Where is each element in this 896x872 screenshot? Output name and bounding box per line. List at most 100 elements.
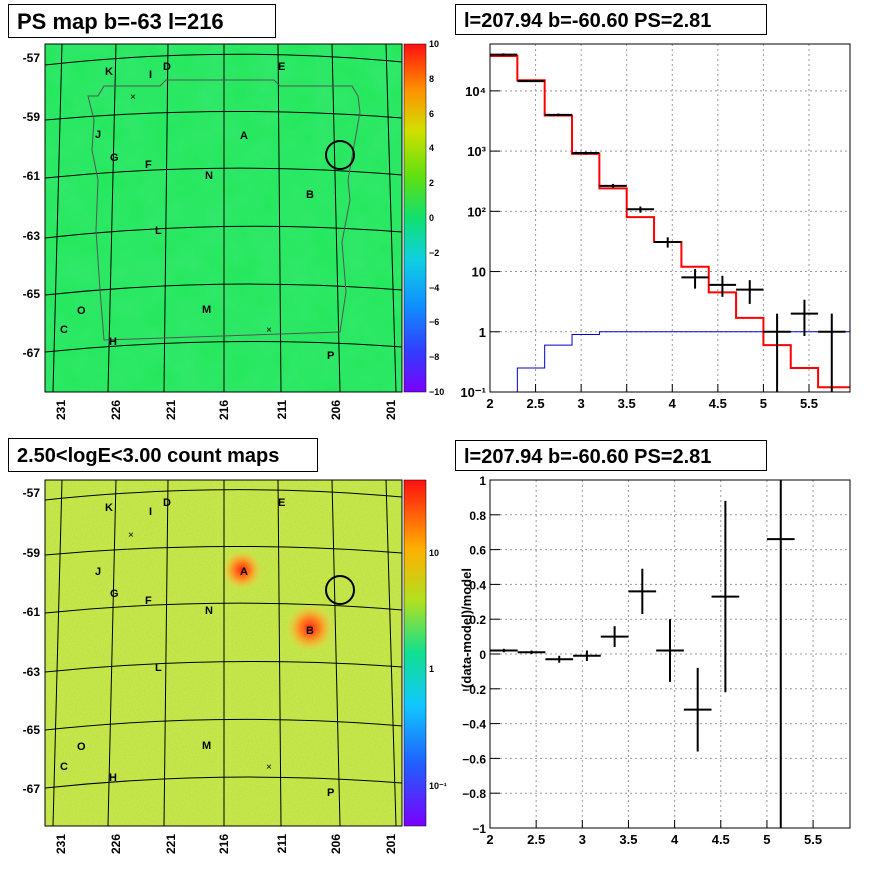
count-map-target-circle[interactable] [325,575,355,605]
y-tick-label: 10³ [467,144,486,159]
cbar-tick: 4 [429,143,434,153]
data-point [763,313,791,392]
count-lat-ticks: -57 -59 -61 -63 -65 -67 [23,486,41,796]
source-label: L [155,225,162,237]
x-tick-label: 3.5 [619,832,637,847]
cbar-tick: 10 [429,39,439,49]
cbar-tick: −4 [429,283,439,293]
lat-tick: -65 [23,287,41,301]
lat-tick: -57 [23,486,41,500]
spectrum-chart[interactable]: 2 2.5 3 3.5 4 4.5 5 5.5 10⁻¹ 1 10 10² 10³ 10⁴ [460,43,851,411]
lat-tick: -57 [23,51,41,65]
data-point [517,80,545,83]
lon-tick: 221 [164,400,178,420]
y-tick-label: 0.4 [469,578,486,592]
source-label: P [327,350,334,362]
source-label: J [95,566,101,578]
x-tick-label: 2 [486,396,493,411]
x-tick-label: 3 [578,396,585,411]
lat-tick: -67 [23,782,41,796]
lon-tick: 226 [109,834,123,854]
data-point [708,275,737,297]
y-tick-label: 10⁻¹ [460,385,486,400]
residual-point [628,568,657,614]
data-point [599,183,627,188]
cbar-tick: −6 [429,317,439,327]
residual-point [683,667,712,752]
model-histogram [490,54,850,389]
x-tick-label: 4 [669,396,677,411]
x-tick-label: 3.5 [618,396,636,411]
residual-point [600,626,629,648]
y-tick-label: 10² [467,204,486,219]
source-label: F [145,595,152,607]
cbar-tick: 10⁻¹ [429,781,447,791]
lon-tick: 216 [217,400,231,420]
source-label: O [77,741,86,753]
source-label: E [278,61,285,73]
source-label: B [306,189,314,201]
source-label: N [205,170,213,182]
x-tick-label: 5 [760,396,767,411]
lon-tick: 206 [329,834,343,854]
ps-lat-ticks: -57 -59 -61 -63 -65 -67 [23,51,41,360]
y-tick-label: 0.8 [469,509,486,523]
lon-tick: 206 [329,400,343,420]
source-label: B [306,625,314,637]
data-point [544,113,573,117]
spectrum-chart-title: l=207.94 b=-60.60 PS=2.81 [455,4,767,35]
x-tick-label: 2.5 [527,832,545,847]
ps-map-frame [44,43,403,393]
x-tick-label: 4.5 [712,832,730,847]
cbar-tick: 10 [429,548,439,558]
lon-tick: 226 [109,400,123,420]
y-tick-label: −0.8 [462,787,486,801]
data-point [818,313,846,392]
cbar-tick: 8 [429,74,434,84]
lat-tick: -65 [23,723,41,737]
x-tick-label: 5.5 [804,832,822,847]
data-point [626,206,655,213]
source-label: J [95,129,101,141]
y-tick-label: −0.4 [462,718,486,732]
residual-point [766,480,795,828]
data-point [681,269,709,289]
data-point [490,53,518,56]
source-label: A [240,130,248,142]
residual-point [490,648,518,653]
lon-tick: 221 [164,834,178,854]
y-tick-label: 10⁴ [465,84,486,99]
lon-tick: 211 [275,400,289,420]
ps-lon-ticks: 231 226 221 216 211 206 201 [54,400,398,420]
count-map-plot[interactable]: × × K I D E J A G F N B L O M C H P [44,479,403,827]
source-hotspot-a [222,550,262,590]
y-tick-label: −0.6 [462,752,486,766]
ps-map-plot[interactable]: × × K I D E J A G F N B L O M C H P [44,43,403,393]
source-label: L [155,662,162,674]
data-point [572,151,600,155]
source-label: G [110,588,119,600]
count-map-colorbar [403,479,427,827]
source-label: I [149,506,152,518]
lat-tick: -67 [23,346,41,360]
ps-map-roi-outline [87,79,361,341]
lat-tick: -63 [23,229,41,243]
count-map-title: 2.50<logE<3.00 count maps [8,438,318,472]
cbar-tick: 1 [429,664,434,674]
y-tick-label: 10 [472,265,486,280]
source-label: M [202,740,211,752]
lat-tick: -59 [23,110,41,124]
x-tick-label: 5.5 [800,396,818,411]
y-axis-label: (data-model)/model [459,568,474,688]
data-point [654,237,682,248]
lat-tick: -61 [23,605,41,619]
residual-chart[interactable]: 2 2.5 3 3.5 4 4.5 5 5.5 −1 −0.8 −0.6 −0.4 −0.2 0 0.2 0.… [459,474,851,847]
ps-map-target-circle[interactable] [325,140,355,170]
residual-point [517,650,546,654]
ps-map-cross-marker: × [130,92,136,103]
source-label: H [109,772,117,784]
count-map-grid [44,479,403,827]
y-tick-label: 0 [479,648,486,662]
source-label: M [202,304,211,316]
